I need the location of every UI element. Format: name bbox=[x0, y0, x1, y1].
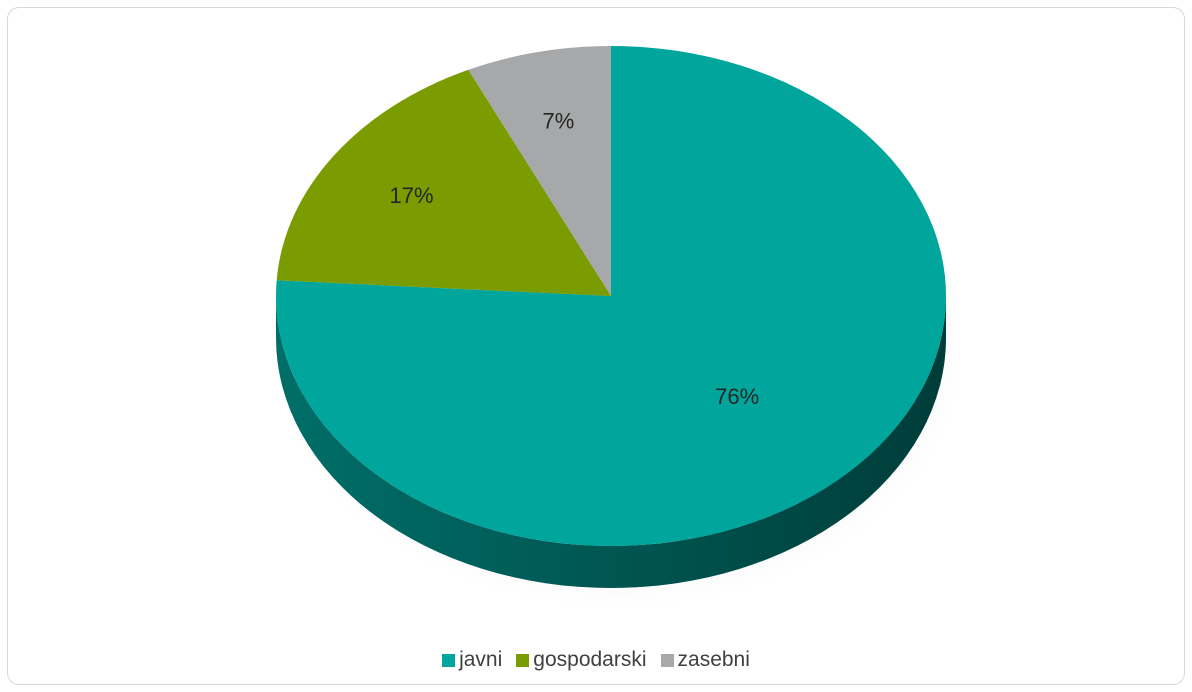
pie-slice-zasebni[interactable] bbox=[468, 46, 611, 296]
legend-item-zasebni: zasebni bbox=[660, 648, 750, 672]
legend-swatch-zasebni bbox=[660, 653, 674, 667]
data-label-gospodarski: 17% bbox=[389, 183, 433, 208]
legend-label-javni: javni bbox=[459, 648, 503, 671]
pie-tops bbox=[276, 46, 947, 546]
legend-item-javni: javni bbox=[442, 648, 502, 672]
legend-swatch-gospodarski bbox=[516, 653, 530, 667]
legend-swatch-javni bbox=[442, 653, 456, 667]
legend: javni gospodarski zasebni bbox=[0, 648, 1192, 672]
pie-slice-javni[interactable] bbox=[276, 46, 947, 546]
data-label-javni: 76% bbox=[715, 384, 759, 409]
legend-label-zasebni: zasebni bbox=[677, 648, 750, 671]
pie-slice-gospodarski[interactable] bbox=[276, 69, 611, 296]
legend-item-gospodarski: gospodarski bbox=[516, 648, 647, 672]
pie-side-shade-javni bbox=[276, 296, 946, 588]
legend-label-gospodarski: gospodarski bbox=[533, 648, 647, 671]
data-label-zasebni: 7% bbox=[542, 108, 574, 133]
pie-labels: 76% 17% 7% bbox=[389, 108, 759, 409]
pie-sides bbox=[276, 296, 946, 588]
